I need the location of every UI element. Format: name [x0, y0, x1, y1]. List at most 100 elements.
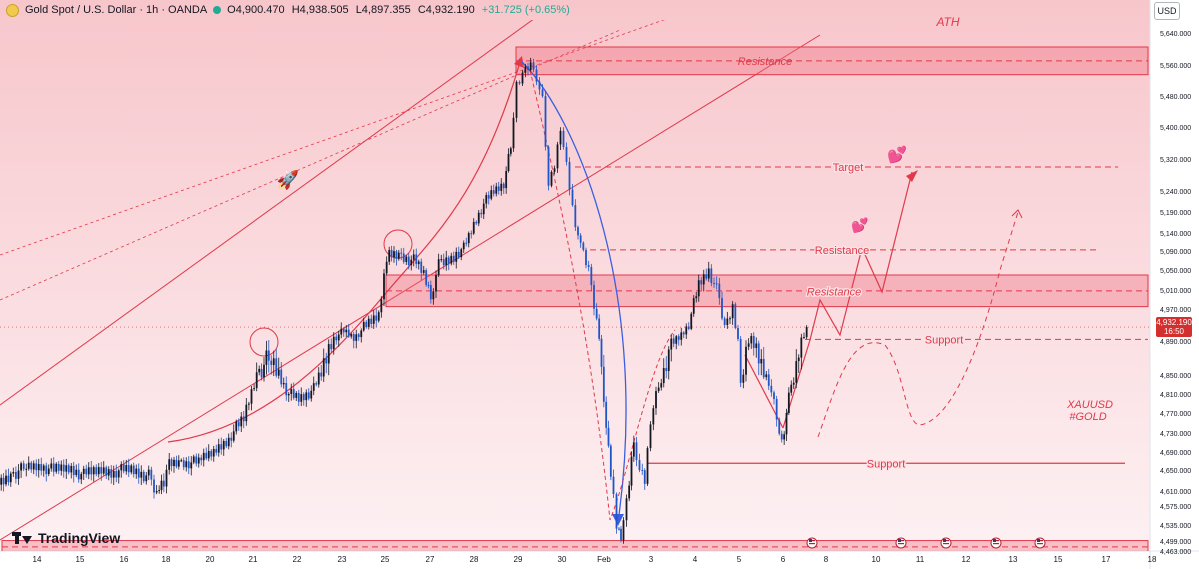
price-tick-label: 5,140.000 [1160, 231, 1191, 238]
close-value: C4,932.190 [417, 4, 475, 16]
candle-body [35, 463, 38, 471]
price-tick-label: 5,320.000 [1160, 157, 1191, 164]
candle-body [747, 343, 750, 347]
us-flag-event-icon [809, 543, 815, 545]
candle-body [507, 153, 510, 171]
tradingview-logo[interactable]: TradingView [12, 530, 120, 546]
candle-body [609, 445, 612, 477]
us-flag-event-icon [943, 543, 949, 545]
candle-body [803, 337, 805, 339]
candle-body [467, 233, 470, 244]
candle-body [562, 130, 565, 147]
candle-body [317, 372, 320, 385]
candle-body [527, 66, 529, 71]
candle-body [641, 470, 644, 471]
candle-body [210, 450, 213, 457]
candle-body [432, 291, 435, 300]
open-value: O4,900.470 [227, 4, 285, 16]
us-flag-event-icon [898, 539, 901, 542]
us-flag-event-icon [993, 543, 999, 545]
candle-body [315, 383, 318, 385]
candle-body [767, 374, 770, 386]
candle-body [595, 308, 598, 319]
symbol-title[interactable]: Gold Spot / U.S. Dollar · 1h · OANDA [25, 4, 208, 16]
price-tick-label: 4,610.000 [1160, 489, 1191, 496]
candle-body [360, 330, 363, 338]
parabolic-curve [167, 61, 521, 443]
candle-body [22, 463, 25, 470]
candle-body [410, 259, 413, 265]
candle-body [470, 233, 473, 235]
candle-body [472, 221, 475, 234]
candle-body [322, 358, 325, 377]
candle-body [477, 212, 480, 224]
candle-body [710, 268, 713, 284]
candle-body [297, 393, 300, 402]
candle-body [185, 461, 188, 468]
candle-body [260, 368, 263, 378]
candle-body [32, 463, 35, 470]
candle-body [532, 62, 535, 70]
candle-body [737, 327, 739, 339]
annotation-label: Resistance [738, 56, 792, 68]
candle-body [482, 203, 485, 215]
candle-body [340, 328, 343, 335]
us-flag-event-icon [1037, 543, 1043, 545]
currency-selector[interactable]: USD [1154, 2, 1180, 20]
candle-body [721, 298, 723, 319]
candle-body [127, 465, 130, 473]
candle-body [393, 251, 395, 258]
candle-body [412, 254, 415, 260]
candle-body [155, 491, 158, 493]
candle-body [682, 332, 685, 335]
candle-body [337, 334, 340, 341]
curve-arrow-head [514, 56, 524, 68]
candle-body [367, 318, 370, 328]
candle-body [250, 389, 253, 404]
hearts-icon: 💕 [887, 145, 907, 164]
candle-body [248, 403, 250, 405]
candle-body [497, 186, 500, 191]
candle-body [407, 256, 410, 265]
price-tick-label: 4,730.000 [1160, 431, 1191, 438]
candle-body [652, 408, 655, 425]
candle-body [375, 315, 378, 321]
candle-body [130, 465, 133, 473]
candle-body [745, 346, 747, 375]
candle-body [72, 465, 75, 476]
candle-body [450, 255, 453, 264]
candle-body [385, 261, 388, 274]
candle-body [655, 391, 657, 409]
candle-body [327, 344, 330, 364]
candle-body [287, 394, 290, 396]
candle-body [302, 394, 305, 401]
candle-body [40, 464, 43, 471]
candle-body [37, 464, 40, 471]
candle-body [492, 190, 495, 194]
candle-body [544, 96, 547, 147]
price-tick-label: 5,090.000 [1160, 249, 1191, 256]
brand-name: TradingView [38, 530, 121, 546]
us-flag-event-icon [898, 543, 904, 545]
alt-arrow-head [1011, 209, 1023, 219]
candle-body [227, 437, 230, 447]
time-tick-label: 29 [514, 555, 523, 564]
candle-body [245, 404, 248, 422]
annotation-label: #GOLD [1069, 411, 1106, 423]
price-tick-label: 4,770.000 [1160, 411, 1191, 418]
candle-body [502, 183, 505, 189]
candle-body [147, 469, 150, 476]
time-tick-label: 22 [293, 555, 302, 564]
candle-body [158, 490, 161, 492]
candle-body [200, 457, 203, 461]
candle-body [217, 444, 220, 453]
price-tick-label: 5,050.000 [1160, 268, 1191, 275]
candle-body [405, 256, 408, 262]
candle-body [342, 328, 345, 333]
candle-body [677, 336, 680, 340]
candle-body [702, 274, 705, 285]
candle-body [30, 462, 33, 470]
candle-body [173, 459, 175, 467]
